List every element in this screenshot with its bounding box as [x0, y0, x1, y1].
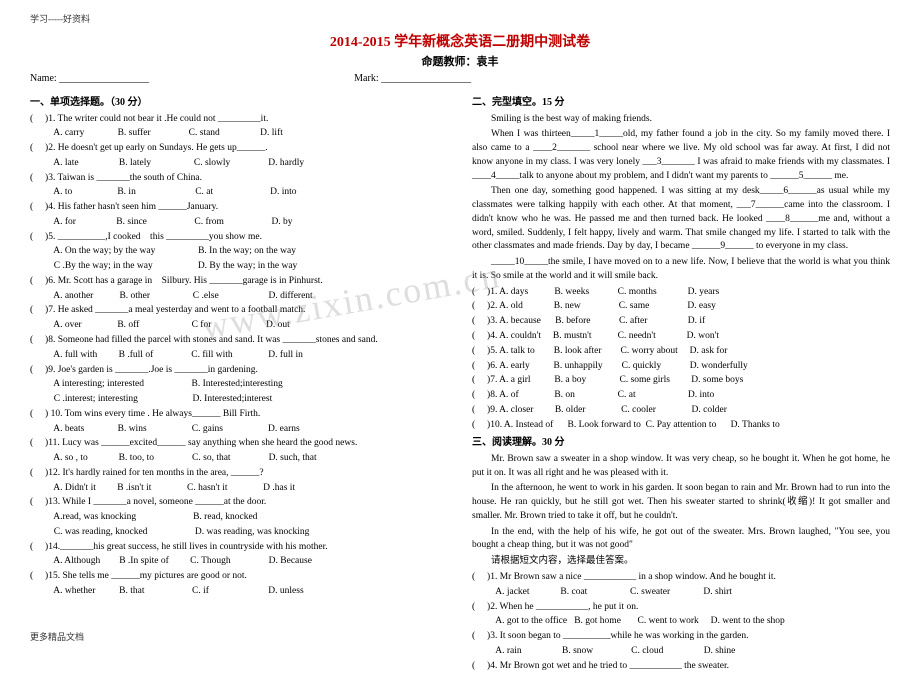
cloze-p2: When I was thirteen_____1_____old, my fa…	[472, 128, 890, 183]
section2-title: 二、完型填空。15 分	[472, 96, 890, 111]
q2: ( )2. He doesn't get up early on Sundays…	[30, 142, 448, 156]
rq3: ( )3. It soon began to __________while h…	[472, 630, 890, 644]
rq1: ( )1. Mr Brown saw a nice ___________ in…	[472, 571, 890, 585]
name-field: Name: __________________	[30, 73, 149, 84]
rq2: ( )2. When he ___________, he put it on.	[472, 601, 890, 615]
q9-opts2: C .interest; interesting D. Interested;i…	[30, 393, 448, 407]
c8: ( )8. A. of B. on C. at D. into	[472, 389, 890, 403]
q13-opts2: C. was reading, knocked D. was reading, …	[30, 526, 448, 540]
c6: ( )6. A. early B. unhappily C. quickly D…	[472, 360, 890, 374]
reading-p1: Mr. Brown saw a sweater in a shop window…	[472, 453, 890, 481]
q1: ( )1. The writer could not bear it .He c…	[30, 113, 448, 127]
q12: ( )12. It's hardly rained for ten months…	[30, 467, 448, 481]
cloze-p4: _____10_____the smile, I have moved on t…	[472, 256, 890, 284]
q5: ( )5. __________,I cooked this _________…	[30, 231, 448, 245]
q13: ( )13. While I _______a novel, someone _…	[30, 496, 448, 510]
page-subtitle: 命题教师：袁丰	[30, 53, 890, 69]
q5-opts2: C .By the way; in the way D. By the way;…	[30, 260, 448, 274]
q4-opts: A. for B. since C. from D. by	[30, 216, 448, 230]
q4: ( )4. His father hasn't seen him ______J…	[30, 201, 448, 215]
c9: ( )9. A. closer B. older C. cooler D. co…	[472, 404, 890, 418]
c5: ( )5. A. talk to B. look after C. worry …	[472, 345, 890, 359]
rq4: ( )4. Mr Brown got wet and he tried to _…	[472, 660, 890, 674]
q15-opts: A. whether B. that C. if D. unless	[30, 585, 448, 599]
q5-opts1: A. On the way; by the way B. In the way;…	[30, 245, 448, 259]
c4: ( )4. A. couldn't B. mustn't C. needn't …	[472, 330, 890, 344]
q9-opts1: A interesting; interested B. Interested;…	[30, 378, 448, 392]
c7: ( )7. A. a girl B. a boy C. some girls D…	[472, 374, 890, 388]
c2: ( )2. A. old B. new C. same D. easy	[472, 300, 890, 314]
right-column: 二、完型填空。15 分 Smiling is the best way of m…	[472, 92, 890, 674]
q9: ( )9. Joe's garden is _______.Joe is ___…	[30, 364, 448, 378]
q14: ( )14._______his great success, he still…	[30, 541, 448, 555]
q1-opts: A. carry B. suffer C. stand D. lift	[30, 127, 448, 141]
reading-p2: In the afternoon, he went to work in his…	[472, 482, 890, 523]
q3-opts: A. to B. in C. at D. into	[30, 186, 448, 200]
page-title: 2014-2015 学年新概念英语二册期中测试卷	[30, 31, 890, 51]
name-mark-row: Name: __________________ Mark: _________…	[30, 73, 890, 84]
reading-instruction: 请根据短文内容，选择最佳答案。	[472, 555, 890, 569]
section1-title: 一、单项选择题。（30 分）	[30, 96, 448, 111]
q14-opts: A. Although B .In spite of C. Though D. …	[30, 555, 448, 569]
left-column: 一、单项选择题。（30 分） ( )1. The writer could no…	[30, 92, 448, 674]
header-note: 学习-----好资料	[30, 12, 890, 25]
q7: ( )7. He asked _______a meal yesterday a…	[30, 304, 448, 318]
q8: ( )8. Someone had filled the parcel with…	[30, 334, 448, 348]
q10-opts: A. beats B. wins C. gains D. earns	[30, 423, 448, 437]
q11-opts: A. so , to B. too, to C. so, that D. suc…	[30, 452, 448, 466]
q15: ( )15. She tells me ______my pictures ar…	[30, 570, 448, 584]
cloze-p3: Then one day, something good happened. I…	[472, 185, 890, 254]
rq1-opts: A. jacket B. coat C. sweater D. shirt	[472, 586, 890, 600]
mark-field: Mark: __________________	[354, 73, 471, 84]
q13-opts1: A.read, was knocking B. read, knocked	[30, 511, 448, 525]
q11: ( )11. Lucy was ______excited______ say …	[30, 437, 448, 451]
rq2-opts: A. got to the office B. got home C. went…	[472, 615, 890, 629]
q8-opts: A. full with B .full of C. fill with D. …	[30, 349, 448, 363]
q12-opts: A. Didn't it B .isn't it C. hasn't it D …	[30, 482, 448, 496]
rq3-opts: A. rain B. snow C. cloud D. shine	[472, 645, 890, 659]
q3: ( )3. Taiwan is _______the south of Chin…	[30, 172, 448, 186]
footer-note: 更多精品文档	[30, 630, 84, 643]
cloze-p1: Smiling is the best way of making friend…	[472, 113, 890, 127]
q6-opts: A. another B. other C .else D. different	[30, 290, 448, 304]
c1: ( )1. A. days B. weeks C. months D. year…	[472, 286, 890, 300]
c10: ( )10. A. Instead of B. Look forward to …	[472, 419, 890, 433]
q6: ( )6. Mr. Scott has a garage in Silbury.…	[30, 275, 448, 289]
q10: ( ) 10. Tom wins every time . He always_…	[30, 408, 448, 422]
c3: ( )3. A. because B. before C. after D. i…	[472, 315, 890, 329]
q7-opts: A. over B. off C for D. out	[30, 319, 448, 333]
section3-title: 三、阅读理解。30 分	[472, 436, 890, 451]
reading-p3: In the end, with the help of his wife, h…	[472, 526, 890, 554]
content-columns: 一、单项选择题。（30 分） ( )1. The writer could no…	[30, 92, 890, 674]
q2-opts: A. late B. lately C. slowly D. hardly	[30, 157, 448, 171]
